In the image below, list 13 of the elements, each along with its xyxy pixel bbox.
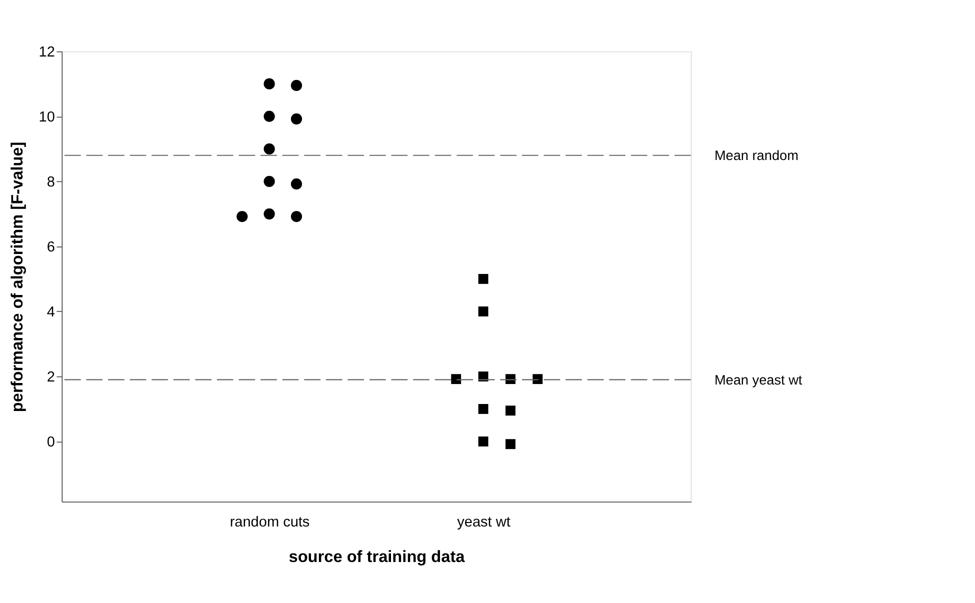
y-tick-label: 6 xyxy=(46,239,55,256)
x-tick-label: random cuts xyxy=(230,514,310,531)
ref-line-label: Mean random xyxy=(714,148,798,163)
y-tick-label: 4 xyxy=(46,304,55,320)
y-tick-label: 2 xyxy=(46,369,55,386)
y-axis-title: performance of algorithm [F-value] xyxy=(8,142,26,412)
y-tick-label: 8 xyxy=(46,174,55,190)
y-tick-label: 0 xyxy=(46,434,55,450)
y-tick-label: 12 xyxy=(38,44,55,60)
y-tick-label: 10 xyxy=(38,109,55,126)
x-tick-label: yeast wt xyxy=(457,514,510,531)
ref-line-label: Mean yeast wt xyxy=(714,372,802,388)
x-axis-title: source of training data xyxy=(288,548,466,566)
